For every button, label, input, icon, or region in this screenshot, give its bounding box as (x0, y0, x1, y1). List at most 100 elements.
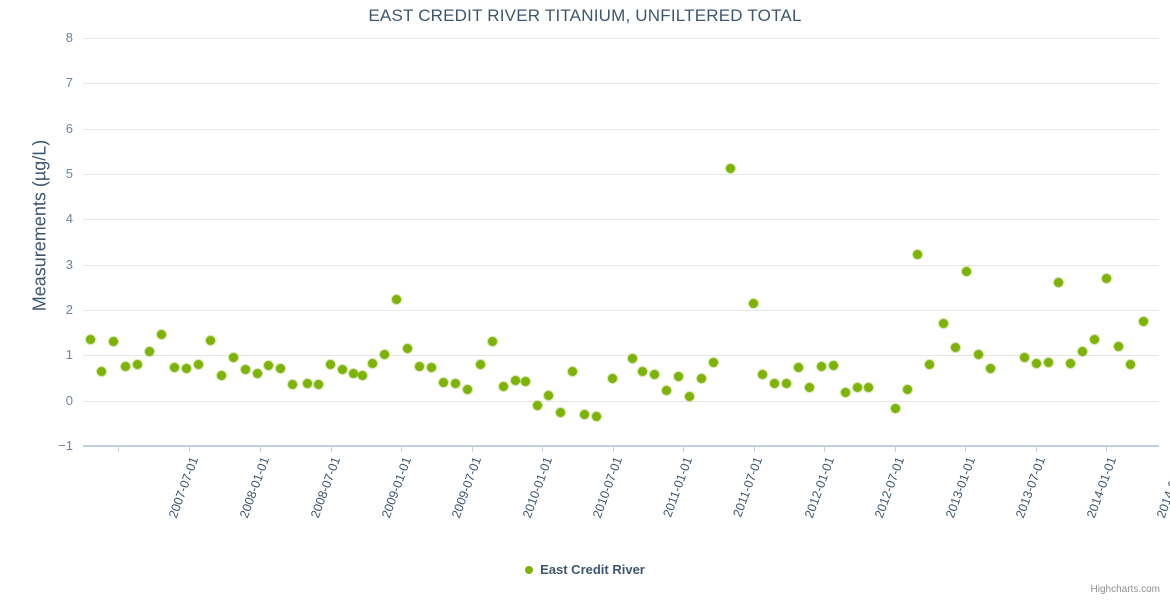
data-point[interactable] (288, 380, 298, 390)
data-point[interactable] (194, 359, 204, 369)
data-point[interactable] (156, 330, 166, 340)
data-point[interactable] (697, 373, 707, 383)
data-point[interactable] (109, 337, 119, 347)
data-point[interactable] (358, 371, 368, 381)
data-point[interactable] (781, 378, 791, 388)
data-point[interactable] (427, 363, 437, 373)
data-point[interactable] (1113, 341, 1123, 351)
data-point[interactable] (264, 360, 274, 370)
data-point[interactable] (144, 347, 154, 357)
data-point[interactable] (591, 412, 601, 422)
data-point[interactable] (182, 363, 192, 373)
x-axis-tick-label: 2014-07-01 (1154, 455, 1170, 520)
data-point[interactable] (805, 383, 815, 393)
data-point[interactable] (252, 368, 262, 378)
data-point[interactable] (438, 378, 448, 388)
data-point[interactable] (864, 382, 874, 392)
x-axis-tick-label: 2009-01-01 (378, 455, 414, 520)
data-point[interactable] (379, 349, 389, 359)
data-point[interactable] (986, 364, 996, 374)
data-point[interactable] (673, 372, 683, 382)
data-point[interactable] (170, 363, 180, 373)
data-point[interactable] (938, 319, 948, 329)
data-point[interactable] (97, 366, 107, 376)
data-point[interactable] (817, 362, 827, 372)
legend-item[interactable]: East Credit River (525, 562, 645, 577)
data-point[interactable] (1043, 357, 1053, 367)
data-point[interactable] (770, 379, 780, 389)
data-point[interactable] (368, 358, 378, 368)
data-point[interactable] (302, 379, 312, 389)
data-point[interactable] (1101, 273, 1111, 283)
data-point[interactable] (229, 353, 239, 363)
data-point[interactable] (925, 359, 935, 369)
y-axis-tick-label: 0 (65, 392, 73, 408)
data-point[interactable] (217, 371, 227, 381)
data-point[interactable] (661, 385, 671, 395)
gridline (83, 219, 1159, 221)
data-point[interactable] (1066, 358, 1076, 368)
data-point[interactable] (1125, 359, 1135, 369)
data-point[interactable] (1031, 358, 1041, 368)
data-point[interactable] (974, 349, 984, 359)
credits-label: Highcharts.com (1090, 584, 1160, 595)
data-point[interactable] (1019, 353, 1029, 363)
x-axis-tick-label: 2010-07-01 (589, 455, 625, 520)
data-point[interactable] (85, 334, 95, 344)
data-point[interactable] (950, 342, 960, 352)
data-point[interactable] (1078, 347, 1087, 357)
data-point[interactable] (890, 403, 900, 413)
data-point[interactable] (793, 363, 803, 373)
data-point[interactable] (913, 250, 923, 260)
data-point[interactable] (1138, 316, 1148, 326)
x-axis-tick-label: 2011-07-01 (730, 455, 765, 520)
data-point[interactable] (758, 370, 768, 380)
x-axis-tick-mark (189, 446, 191, 452)
data-point[interactable] (415, 362, 425, 372)
data-point[interactable] (488, 337, 498, 347)
y-axis-tick-label: 2 (65, 302, 73, 317)
data-point[interactable] (1089, 334, 1099, 344)
data-point[interactable] (650, 369, 660, 379)
data-point[interactable] (338, 365, 348, 375)
data-point[interactable] (1054, 278, 1064, 288)
data-point[interactable] (476, 359, 486, 369)
data-point[interactable] (627, 354, 637, 364)
data-point[interactable] (608, 373, 618, 383)
data-point[interactable] (520, 377, 530, 387)
data-point[interactable] (205, 335, 215, 345)
data-point[interactable] (120, 362, 130, 372)
y-axis-tick-label: 8 (65, 30, 73, 45)
data-point[interactable] (749, 299, 759, 309)
data-point[interactable] (240, 365, 250, 375)
data-point[interactable] (852, 382, 862, 392)
data-point[interactable] (499, 381, 509, 391)
data-point[interactable] (568, 366, 578, 376)
data-point[interactable] (556, 408, 566, 418)
data-point[interactable] (132, 359, 142, 369)
data-point[interactable] (326, 359, 336, 369)
data-point[interactable] (962, 266, 972, 276)
data-point[interactable] (579, 409, 589, 419)
data-point[interactable] (462, 384, 472, 394)
data-point[interactable] (450, 378, 460, 388)
data-point[interactable] (709, 357, 719, 367)
x-axis-tick-mark (965, 446, 967, 452)
data-point[interactable] (638, 366, 648, 376)
data-point[interactable] (511, 375, 521, 385)
data-point[interactable] (403, 344, 413, 354)
data-point[interactable] (840, 388, 850, 397)
data-point[interactable] (348, 368, 358, 378)
data-point[interactable] (685, 391, 695, 401)
x-axis-tick-label: 2012-01-01 (801, 455, 837, 520)
data-point[interactable] (725, 164, 735, 174)
data-point[interactable] (314, 380, 324, 390)
data-point[interactable] (828, 360, 838, 370)
data-point[interactable] (276, 363, 286, 373)
data-point[interactable] (902, 384, 912, 394)
x-axis-line (83, 445, 1159, 446)
data-point[interactable] (391, 295, 401, 305)
data-point[interactable] (532, 400, 542, 410)
data-point[interactable] (544, 390, 554, 400)
